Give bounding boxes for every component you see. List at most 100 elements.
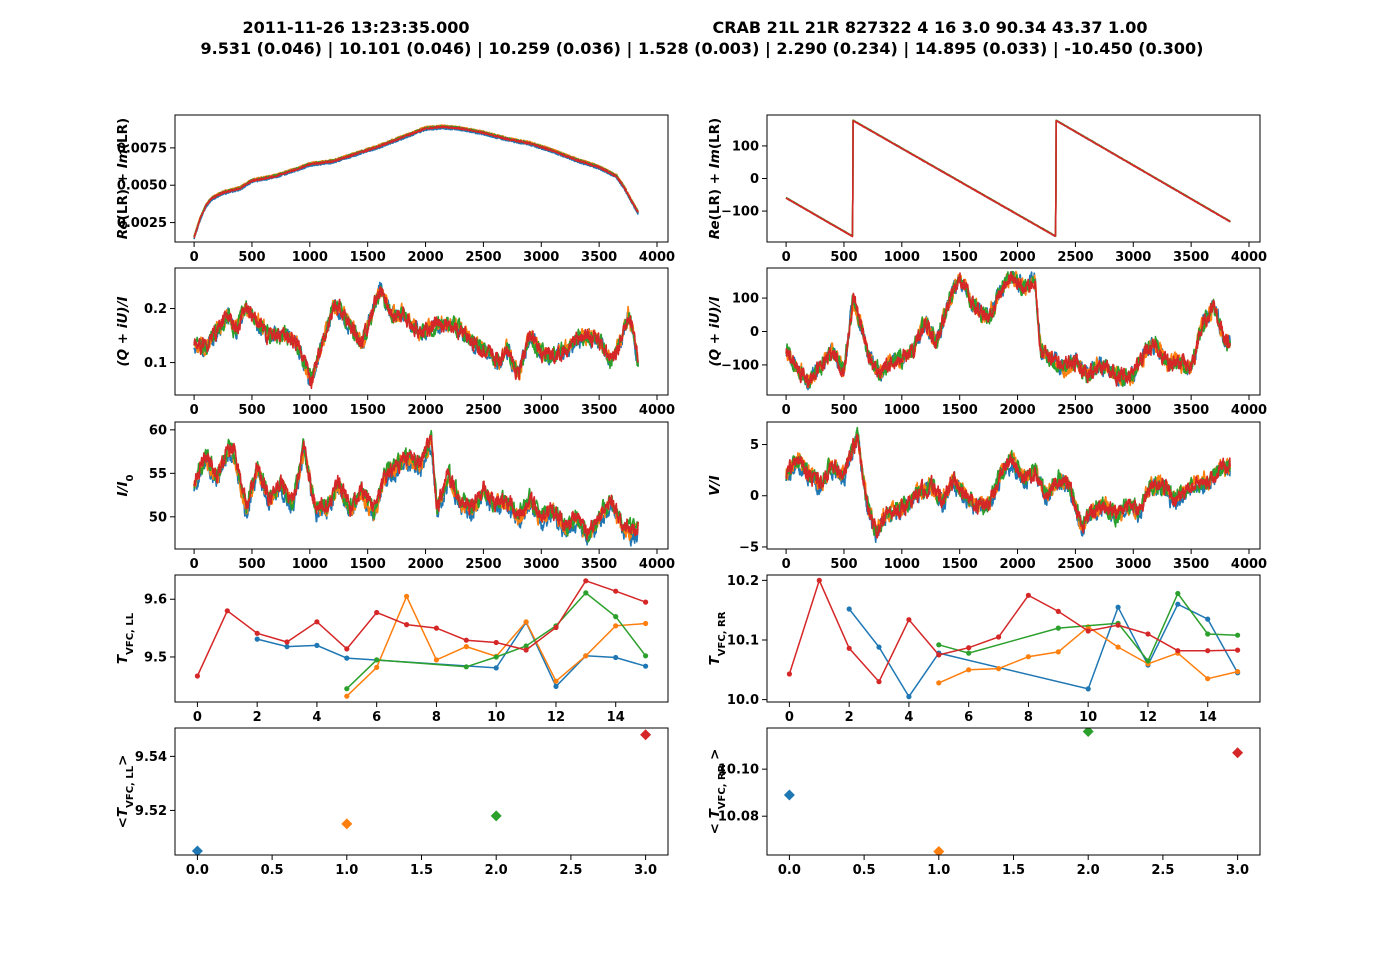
series-3-point bbox=[643, 599, 649, 605]
series-3-point bbox=[876, 679, 882, 685]
ylabel-8: <TVFC, LL> bbox=[115, 755, 136, 829]
x-tick-label: 3000 bbox=[1115, 557, 1151, 572]
y-tick-label: 50 bbox=[149, 510, 167, 525]
series-3-point bbox=[1205, 648, 1211, 654]
y-tick-label: −100 bbox=[721, 358, 759, 373]
x-tick-label: 2.0 bbox=[1077, 863, 1100, 878]
series-2-point bbox=[344, 686, 350, 692]
x-tick-label: 1500 bbox=[350, 557, 386, 572]
y-tick-label: 5 bbox=[750, 438, 759, 453]
x-tick-label: 2000 bbox=[407, 557, 443, 572]
series-line-2 bbox=[938, 592, 1238, 663]
y-tick-label: 10.0 bbox=[727, 693, 759, 708]
x-tick-label: 3000 bbox=[1115, 403, 1151, 418]
series-3-point bbox=[404, 622, 410, 628]
y-tick-label: 0 bbox=[750, 172, 759, 187]
x-tick-label: 0 bbox=[782, 403, 791, 418]
series-0-point bbox=[1205, 616, 1211, 622]
series-3-point bbox=[523, 647, 529, 653]
y-tick-label: 9.5 bbox=[144, 650, 167, 665]
x-tick-label: 1500 bbox=[350, 403, 386, 418]
mean-point-1 bbox=[933, 845, 945, 855]
series-1-point bbox=[996, 666, 1002, 672]
x-tick-label: 2 bbox=[253, 710, 262, 725]
x-tick-label: 3500 bbox=[1173, 557, 1209, 572]
axes-frame bbox=[174, 727, 669, 856]
panel-phase: 0 500 1000 1500 2000 2500 3000 3500 4000 −100 0 100 bbox=[721, 114, 1267, 265]
x-tick-label: 1.0 bbox=[927, 863, 950, 878]
ylabel-5: V/I bbox=[707, 475, 723, 495]
ylabel-part: (Q + iU)/I bbox=[707, 296, 723, 366]
series-3-point bbox=[1085, 628, 1091, 634]
ylabel-part: Im bbox=[115, 149, 131, 168]
x-tick-label: 2500 bbox=[465, 557, 501, 572]
x-tick-label: 12 bbox=[547, 710, 565, 725]
series-3-point bbox=[374, 609, 380, 616]
series-1-point bbox=[1025, 654, 1031, 660]
series-0-point bbox=[613, 654, 619, 661]
ylabel-part: I/I bbox=[115, 481, 131, 496]
series-line-3 bbox=[785, 271, 1231, 388]
panel-amp: 0 500 1000 1500 2000 2500 3000 3500 4000 0.0025 0.… bbox=[117, 114, 675, 265]
x-tick-label: 10 bbox=[487, 710, 505, 725]
series-0-point bbox=[314, 642, 320, 649]
series-1-point bbox=[1055, 649, 1061, 655]
series-1-point bbox=[643, 620, 649, 627]
x-tick-label: 2000 bbox=[999, 403, 1035, 418]
series-3-point bbox=[846, 645, 852, 651]
x-tick-label: 12 bbox=[1139, 710, 1157, 725]
x-tick-label: 10 bbox=[1079, 710, 1097, 725]
axes-frame bbox=[174, 114, 669, 243]
series-0-point bbox=[1115, 604, 1121, 610]
y-tick-label: 100 bbox=[732, 292, 759, 307]
panel-tvfc-rr: 0 2 4 6 8 10 12 14 10.0 10.1 10.2 bbox=[727, 574, 1261, 725]
x-tick-label: 0.0 bbox=[186, 863, 209, 878]
x-tick-label: 2000 bbox=[999, 250, 1035, 265]
series-line-3 bbox=[193, 125, 639, 239]
series-line-2 bbox=[193, 285, 639, 378]
x-tick-label: 1000 bbox=[292, 557, 328, 572]
series-3-point bbox=[936, 652, 942, 658]
ylabel-part: Re bbox=[707, 220, 723, 239]
ylabel-part: <T bbox=[115, 806, 131, 828]
ylabel-3: (Q + iU)/I bbox=[707, 296, 723, 366]
x-tick-label: 0 bbox=[782, 250, 791, 265]
series-2-point bbox=[523, 643, 529, 649]
ylabel-part: (Q + iU)/I bbox=[115, 296, 131, 366]
mean-point-0 bbox=[191, 845, 203, 855]
series-2-point bbox=[613, 614, 619, 620]
x-tick-label: 0 bbox=[782, 557, 791, 572]
ylabel-9: < TVFC, RR > bbox=[707, 749, 728, 835]
plot-area bbox=[193, 429, 639, 547]
series-3-point bbox=[1145, 631, 1151, 637]
series-line-2 bbox=[785, 270, 1231, 389]
series-0-point bbox=[846, 606, 852, 612]
y-tick-label: 10.10 bbox=[718, 763, 759, 778]
ylabel-part: Im bbox=[707, 149, 723, 168]
series-line-3 bbox=[196, 579, 646, 677]
axes-frame bbox=[766, 421, 1261, 550]
ylabel-part: V/I bbox=[707, 475, 723, 495]
series-3-point bbox=[613, 588, 619, 594]
x-tick-label: 2500 bbox=[1057, 403, 1093, 418]
ylabel-0: Re(LR) + Im(LR) bbox=[115, 118, 131, 239]
ylabel-2: (Q + iU)/I bbox=[115, 296, 131, 366]
x-tick-label: 4000 bbox=[639, 557, 675, 572]
series-3-point bbox=[1055, 608, 1061, 615]
ylabel-6: TVFC, LL bbox=[115, 612, 136, 664]
panel-intensity: 0 500 1000 1500 2000 2500 3000 3500 4000 50 55 60 bbox=[149, 421, 675, 572]
y-tick-label: 10.1 bbox=[727, 633, 759, 648]
series-2-point bbox=[643, 653, 649, 659]
ylabel-part: < T bbox=[707, 807, 723, 834]
ylabel-part: 0 bbox=[125, 474, 136, 481]
x-tick-label: 3500 bbox=[581, 250, 617, 265]
axes-frame bbox=[174, 421, 669, 550]
series-3-point bbox=[224, 608, 230, 614]
x-tick-label: 0.0 bbox=[778, 863, 801, 878]
ylabel-part: Re bbox=[115, 220, 131, 239]
y-tick-label: 0.0025 bbox=[117, 216, 167, 231]
y-tick-label: −5 bbox=[739, 540, 759, 555]
x-tick-label: 500 bbox=[830, 250, 857, 265]
x-tick-label: 2500 bbox=[465, 250, 501, 265]
